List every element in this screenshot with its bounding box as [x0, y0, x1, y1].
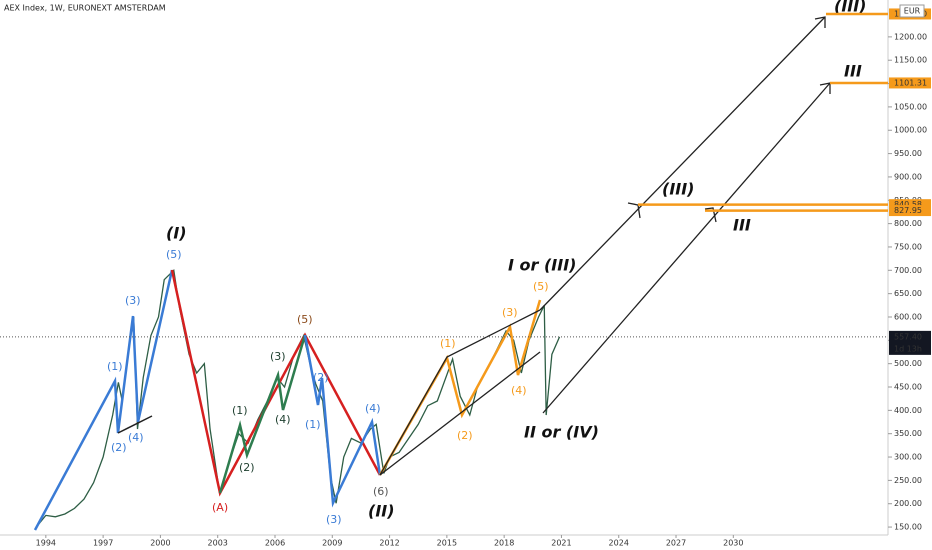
annotation: III [844, 62, 862, 81]
level-label: 840.58 [894, 200, 922, 209]
y-tick-label: 450.00 [894, 383, 922, 392]
y-tick-label: 500.00 [894, 359, 922, 368]
x-tick-label: 2018 [494, 539, 514, 548]
projection-arrow [539, 16, 826, 311]
annotation: (6) [373, 485, 389, 498]
currency-box [899, 4, 925, 18]
annotation: III [733, 216, 751, 235]
annotation: (4) [511, 384, 527, 397]
y-tick-label: 600.00 [894, 312, 922, 321]
annotation: (III) [834, 0, 866, 16]
y-tick-label: 250.00 [894, 476, 922, 485]
arrow-head [814, 16, 826, 28]
y-tick-label: 650.00 [894, 289, 922, 298]
y-tick-label: 200.00 [894, 499, 922, 508]
level-label: 1101.31 [894, 78, 927, 87]
channel-top [379, 309, 541, 476]
marker [704, 207, 717, 223]
x-tick-label: 2003 [208, 539, 228, 548]
annotation: I or (III) [508, 256, 576, 275]
annotation: (A) [212, 501, 228, 514]
projection-arrow [542, 82, 831, 414]
annotation: (1) [107, 360, 123, 373]
currency: EUR [904, 7, 921, 16]
wave-drawings [33, 16, 831, 531]
x-tick-label: 2000 [150, 539, 170, 548]
level-tag [889, 77, 931, 89]
level-label: 827.95 [894, 206, 922, 215]
annotation: (4) [365, 402, 381, 415]
x-tick-label: 2021 [551, 539, 571, 548]
y-tick-label: 950.00 [894, 149, 922, 158]
annotation: (3) [326, 513, 342, 526]
y-tick-label: 300.00 [894, 453, 922, 462]
annotation: (5) [533, 280, 549, 293]
annotation: (I) [166, 224, 187, 243]
annotation: (4) [275, 413, 291, 426]
annotation: (1) [305, 418, 321, 431]
annotation: (2) [457, 429, 473, 442]
annotation: (3) [125, 294, 141, 307]
x-tick-label: 1994 [36, 539, 56, 548]
x-tick-label: 2027 [666, 539, 686, 548]
y-tick-label: 1000.00 [894, 126, 927, 135]
level-tag [889, 199, 931, 211]
y-tick-label: 400.00 [894, 406, 922, 415]
x-tick-label: 2006 [265, 539, 285, 548]
annotation: (4) [128, 431, 144, 444]
channel-bottom [379, 351, 541, 476]
annotation: (2) [239, 461, 255, 474]
x-tick-label: 2024 [609, 539, 629, 548]
x-tick-label: 2012 [379, 539, 399, 548]
annotation: (3) [270, 350, 286, 363]
annotation: (1) [440, 337, 456, 350]
y-tick-label: 1050.00 [894, 102, 927, 111]
trend-line [117, 415, 153, 434]
blue-wave [33, 269, 174, 531]
x-tick-label: 2009 [322, 539, 342, 548]
y-tick-label: 1200.00 [894, 32, 927, 41]
blue-wave-2 [303, 334, 382, 508]
last-price-label: 557.40 [894, 332, 922, 341]
x-tick-label: 1997 [93, 539, 113, 548]
chart-title: AEX Index, 1W, EURONEXT AMSTERDAM [4, 4, 166, 13]
level-tag [889, 205, 931, 217]
annotation: (2) [313, 371, 329, 384]
y-tick-label: 900.00 [894, 172, 922, 181]
y-tick-label: 150.00 [894, 523, 922, 532]
annotation: (III) [662, 180, 694, 199]
countdown: 1d 13h [894, 344, 922, 353]
y-tick-label: 1150.00 [894, 56, 927, 65]
last-price-tag [889, 330, 931, 355]
annotation: (5) [297, 313, 313, 326]
y-tick-label: 750.00 [894, 242, 922, 251]
y-tick-label: 700.00 [894, 266, 922, 275]
x-tick-label: 2015 [437, 539, 457, 548]
y-tick-label: 800.00 [894, 219, 922, 228]
annotation: (1) [232, 404, 248, 417]
y-tick-label: 350.00 [894, 429, 922, 438]
annotation: II or (IV) [524, 423, 599, 442]
x-tick-label: 2030 [723, 539, 743, 548]
annotation: (3) [502, 306, 518, 319]
annotation: (2) [111, 441, 127, 454]
annotation: (II) [368, 502, 395, 521]
annotation: (5) [166, 248, 182, 261]
green-wave [218, 334, 307, 494]
annotations: (I) (5) (3) (1) (2) (4) (A) (1) (2) (3) … [107, 0, 866, 526]
